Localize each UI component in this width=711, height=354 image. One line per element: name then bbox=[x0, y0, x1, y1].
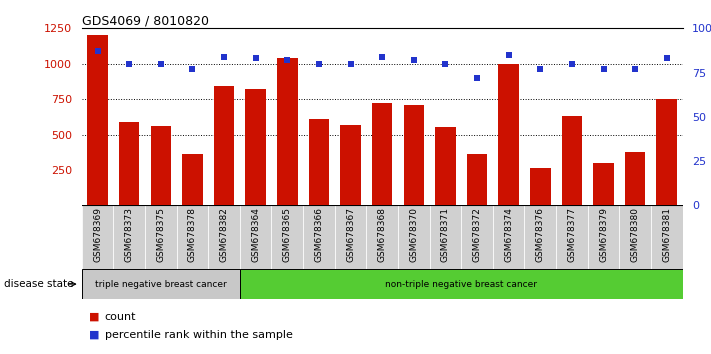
Bar bbox=[214, 86, 235, 205]
Bar bbox=[525, 205, 556, 269]
Text: GSM678378: GSM678378 bbox=[188, 207, 197, 262]
Bar bbox=[245, 89, 266, 205]
Point bbox=[566, 61, 577, 67]
Point bbox=[503, 52, 514, 58]
Text: GSM678376: GSM678376 bbox=[536, 207, 545, 262]
Bar bbox=[176, 205, 208, 269]
Point bbox=[250, 56, 262, 61]
Text: GSM678374: GSM678374 bbox=[504, 207, 513, 262]
Bar bbox=[461, 205, 493, 269]
Text: percentile rank within the sample: percentile rank within the sample bbox=[105, 330, 292, 339]
Point bbox=[439, 61, 451, 67]
Text: GSM678372: GSM678372 bbox=[473, 207, 481, 262]
Point bbox=[92, 48, 103, 54]
Bar bbox=[466, 154, 487, 205]
Bar bbox=[625, 152, 646, 205]
Bar bbox=[240, 269, 683, 299]
Bar bbox=[493, 205, 525, 269]
Text: GSM678366: GSM678366 bbox=[314, 207, 324, 262]
Point bbox=[598, 66, 609, 72]
Bar bbox=[593, 163, 614, 205]
Text: GSM678368: GSM678368 bbox=[378, 207, 387, 262]
Point bbox=[218, 54, 230, 59]
Bar bbox=[119, 122, 139, 205]
Bar bbox=[82, 205, 113, 269]
Text: GSM678377: GSM678377 bbox=[567, 207, 577, 262]
Bar bbox=[404, 105, 424, 205]
Text: GSM678364: GSM678364 bbox=[251, 207, 260, 262]
Bar bbox=[398, 205, 429, 269]
Text: GSM678380: GSM678380 bbox=[631, 207, 640, 262]
Bar bbox=[335, 205, 366, 269]
Text: disease state: disease state bbox=[4, 279, 73, 289]
Bar bbox=[498, 64, 519, 205]
Bar bbox=[145, 205, 176, 269]
Text: GSM678375: GSM678375 bbox=[156, 207, 166, 262]
Point bbox=[471, 75, 483, 81]
Bar bbox=[87, 35, 108, 205]
Bar bbox=[309, 119, 329, 205]
Text: GSM678370: GSM678370 bbox=[410, 207, 418, 262]
Bar bbox=[151, 126, 171, 205]
Bar bbox=[556, 205, 588, 269]
Bar bbox=[341, 125, 360, 205]
Bar bbox=[429, 205, 461, 269]
Bar bbox=[366, 205, 398, 269]
Bar bbox=[530, 168, 550, 205]
Text: triple negative breast cancer: triple negative breast cancer bbox=[95, 280, 227, 289]
Bar bbox=[435, 127, 456, 205]
Point bbox=[377, 54, 388, 59]
Text: GSM678371: GSM678371 bbox=[441, 207, 450, 262]
Text: ■: ■ bbox=[89, 312, 100, 322]
Bar bbox=[651, 205, 683, 269]
Text: ■: ■ bbox=[89, 330, 100, 339]
Text: GSM678365: GSM678365 bbox=[283, 207, 292, 262]
Bar bbox=[82, 269, 240, 299]
Point bbox=[155, 61, 166, 67]
Text: GSM678379: GSM678379 bbox=[599, 207, 608, 262]
Text: count: count bbox=[105, 312, 136, 322]
Bar bbox=[372, 103, 392, 205]
Text: GDS4069 / 8010820: GDS4069 / 8010820 bbox=[82, 14, 209, 27]
Text: GSM678367: GSM678367 bbox=[346, 207, 355, 262]
Point bbox=[629, 66, 641, 72]
Text: GSM678382: GSM678382 bbox=[220, 207, 228, 262]
Point bbox=[535, 66, 546, 72]
Bar bbox=[208, 205, 240, 269]
Point bbox=[282, 57, 293, 63]
Bar bbox=[277, 58, 298, 205]
Point bbox=[345, 61, 356, 67]
Point bbox=[187, 66, 198, 72]
Bar bbox=[303, 205, 335, 269]
Text: GSM678381: GSM678381 bbox=[662, 207, 671, 262]
Point bbox=[124, 61, 135, 67]
Bar bbox=[182, 154, 203, 205]
Bar bbox=[619, 205, 651, 269]
Text: GSM678369: GSM678369 bbox=[93, 207, 102, 262]
Point bbox=[408, 57, 419, 63]
Text: non-triple negative breast cancer: non-triple negative breast cancer bbox=[385, 280, 538, 289]
Bar bbox=[656, 99, 677, 205]
Bar bbox=[562, 116, 582, 205]
Point bbox=[661, 56, 673, 61]
Bar bbox=[588, 205, 619, 269]
Point bbox=[314, 61, 325, 67]
Bar bbox=[113, 205, 145, 269]
Bar bbox=[240, 205, 272, 269]
Bar bbox=[272, 205, 303, 269]
Text: GSM678373: GSM678373 bbox=[124, 207, 134, 262]
